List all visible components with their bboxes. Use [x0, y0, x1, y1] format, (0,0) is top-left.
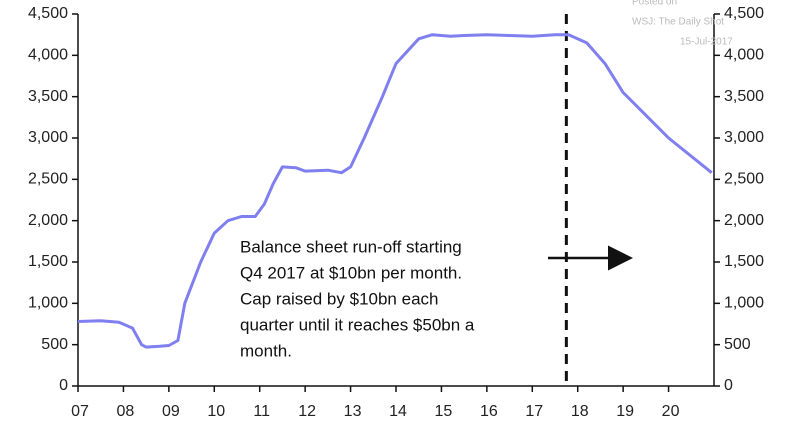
y2-tick-label: 4,500 [724, 5, 764, 22]
y2-tick-label: 1,000 [724, 295, 764, 312]
x-tick-label: 08 [117, 403, 135, 420]
y-tick-label: 3,000 [28, 129, 68, 146]
watermark: WSJ: The Daily Shot [632, 17, 724, 28]
y2-tick-label: 2,500 [724, 171, 764, 188]
x-tick-label: 20 [662, 403, 680, 420]
x-tick-label: 19 [616, 403, 634, 420]
y-tick-label: 4,000 [28, 47, 68, 64]
annotation: month. [240, 341, 292, 360]
y2-tick-label: 2,000 [724, 212, 764, 229]
y-tick-label: 2,000 [28, 212, 68, 229]
watermark: 15-Jul-2017 [680, 37, 733, 48]
y-tick-label: 2,500 [28, 171, 68, 188]
annotation: Balance sheet run-off starting [240, 237, 462, 256]
x-tick-label: 17 [525, 403, 543, 420]
y2-tick-label: 500 [724, 336, 751, 353]
x-tick-label: 07 [71, 403, 89, 420]
annotation: Cap raised by $10bn each [240, 289, 438, 308]
y-tick-label: 4,500 [28, 5, 68, 22]
watermark: Posted on [632, 0, 677, 8]
x-tick-label: 16 [480, 403, 498, 420]
line [77, 33, 713, 349]
y2-tick-label: 4,000 [724, 47, 764, 64]
y-tick-label: 500 [41, 336, 68, 353]
y2-tick-label: 3,000 [724, 129, 764, 146]
annotation: quarter until it reaches $50bn a [240, 315, 475, 334]
x-tick-label: 12 [298, 403, 316, 420]
y2-tick-label: 0 [724, 377, 733, 394]
y-tick-label: 1,000 [28, 295, 68, 312]
x-tick-label: 09 [162, 403, 180, 420]
y2-tick-label: 1,500 [724, 253, 764, 270]
x-tick-label: 13 [344, 403, 362, 420]
y2-tick-label: 3,500 [724, 88, 764, 105]
x-tick-label: 10 [207, 403, 225, 420]
y-tick-label: 1,500 [28, 253, 68, 270]
x-tick-label: 18 [571, 403, 589, 420]
y-tick-label: 0 [59, 377, 68, 394]
y-tick-label: 3,500 [28, 88, 68, 105]
x-tick-label: 14 [389, 403, 407, 420]
x-tick-label: 15 [435, 403, 453, 420]
annotation: Q4 2017 at $10bn per month. [240, 263, 462, 282]
x-tick-label: 11 [253, 403, 270, 420]
